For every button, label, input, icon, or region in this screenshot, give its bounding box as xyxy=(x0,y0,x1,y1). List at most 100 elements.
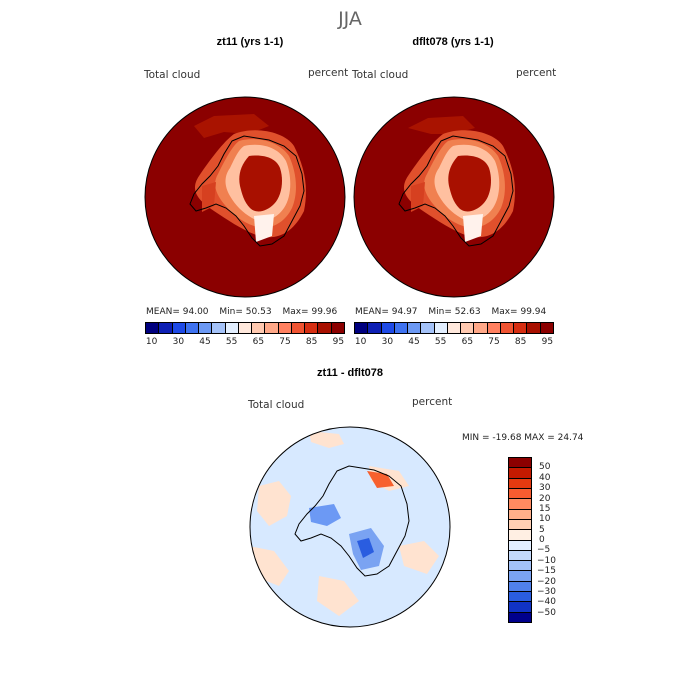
colorbar-swatch xyxy=(211,323,225,333)
diff-patch xyxy=(309,431,344,448)
colorbar-tick-label: −50 xyxy=(537,607,556,618)
colorbar-swatch xyxy=(509,549,531,561)
colorbar-tick-label: 65 xyxy=(252,337,265,347)
colorbar-swatch xyxy=(304,323,318,333)
colorbar-swatch xyxy=(509,477,531,488)
panel-1-stats: MEAN= 94.00 Min= 50.53 Max= 99.96 xyxy=(146,307,337,317)
panel-2-mean-label: MEAN= xyxy=(355,307,389,317)
colorbar-swatch xyxy=(290,323,305,333)
diff-patch xyxy=(317,576,359,616)
colorbar-swatch xyxy=(473,323,487,333)
panel-2-peninsula xyxy=(411,182,425,212)
panel-2-mean: 94.97 xyxy=(391,307,418,317)
colorbar-swatch xyxy=(198,323,212,333)
colorbar-tick-label: 10 xyxy=(539,514,551,525)
panel-2-left-label: Total cloud xyxy=(352,69,409,81)
diff-panel-left-label: Total cloud xyxy=(248,399,305,411)
colorbar-tick-label: 85 xyxy=(514,337,527,347)
panel-2-stats: MEAN= 94.97 Min= 52.63 Max= 99.94 xyxy=(355,307,546,317)
colorbar-tick-label: −40 xyxy=(537,597,556,608)
diff-negative-core xyxy=(357,538,374,558)
panel-2-interior xyxy=(448,155,491,212)
panel-2-colorbar-ticks: 10 30 45 55 65 75 85 95 xyxy=(354,337,554,349)
colorbar-tick-label: 65 xyxy=(461,337,474,347)
colorbar-swatch xyxy=(330,323,344,333)
panel-1-min-label: Min= xyxy=(219,307,243,317)
colorbar-tick-label: 5 xyxy=(539,524,545,535)
colorbar-tick-label: 45 xyxy=(199,337,211,347)
diff-patch xyxy=(399,541,439,574)
diff-coastline xyxy=(294,465,410,577)
colorbar-tick-label: 95 xyxy=(541,337,554,347)
colorbar-tick-label: 15 xyxy=(539,503,551,514)
diff-negative-anomaly xyxy=(309,504,341,526)
colorbar-swatch xyxy=(509,611,531,622)
colorbar-swatch xyxy=(509,591,531,602)
panel-1-left-label: Total cloud xyxy=(144,69,201,81)
diff-panel-title: zt11 - dflt078 xyxy=(316,367,384,379)
colorbar-swatch xyxy=(367,323,381,333)
diff-panel-right-label: percent xyxy=(412,396,453,408)
diff-panel-minmax: MIN = -19.68 MAX = 24.74 xyxy=(462,433,584,443)
diff-patch xyxy=(257,481,291,526)
colorbar-swatch xyxy=(509,570,531,581)
colorbar-swatch xyxy=(499,323,514,333)
colorbar-tick-label: 95 xyxy=(332,337,345,347)
colorbar-swatch xyxy=(509,487,531,499)
panel-2-min: 52.63 xyxy=(454,307,481,317)
colorbar-swatch xyxy=(446,323,461,333)
diff-panel-map xyxy=(249,426,451,628)
colorbar-swatch xyxy=(509,539,531,550)
colorbar-swatch xyxy=(509,518,531,530)
panel-1-max: 99.96 xyxy=(311,307,338,317)
colorbar-swatch xyxy=(509,580,531,592)
colorbar-tick-label: −15 xyxy=(537,566,556,577)
colorbar-tick-label: 0 xyxy=(539,535,545,545)
panel-1-mean-label: MEAN= xyxy=(146,307,180,317)
colorbar-swatch xyxy=(420,323,434,333)
colorbar-swatch xyxy=(317,323,331,333)
colorbar-tick-label: −20 xyxy=(537,576,556,587)
colorbar-swatch xyxy=(355,323,368,333)
colorbar-tick-label: 30 xyxy=(539,483,551,494)
colorbar-swatch xyxy=(433,323,447,333)
colorbar-swatch xyxy=(171,323,185,333)
colorbar-tick-label: 20 xyxy=(539,493,551,504)
colorbar-swatch xyxy=(380,323,394,333)
colorbar-tick-label: 45 xyxy=(408,337,420,347)
panel-1-colorbar-ticks: 10 30 45 55 65 75 85 95 xyxy=(145,337,345,349)
panel-1-title: zt11 (yrs 1-1) xyxy=(216,36,284,48)
panel-1-coastline xyxy=(189,135,305,247)
colorbar-tick-label: 85 xyxy=(305,337,318,347)
colorbar-tick-label: 30 xyxy=(381,337,394,347)
colorbar-swatch xyxy=(509,467,531,478)
panel-2-colorbar xyxy=(354,322,554,334)
colorbar-tick-label: 10 xyxy=(354,337,367,347)
colorbar-swatch xyxy=(509,560,531,571)
colorbar-swatch xyxy=(277,323,291,333)
panel-2-map xyxy=(353,96,555,298)
colorbar-swatch xyxy=(393,323,408,333)
colorbar-swatch xyxy=(526,323,540,333)
colorbar-swatch xyxy=(509,529,531,540)
panel-2-ross-shelf xyxy=(463,214,483,242)
panel-2-max-label: Max= xyxy=(491,307,518,317)
panel-1-interior xyxy=(239,155,282,212)
colorbar-swatch xyxy=(509,508,531,519)
panel-2-coastline xyxy=(398,135,514,247)
panel-2-right-label: percent xyxy=(516,67,557,79)
colorbar-swatch xyxy=(158,323,172,333)
colorbar-tick-label: 30 xyxy=(172,337,185,347)
colorbar-tick-label: −30 xyxy=(537,586,556,597)
colorbar-tick-label: 55 xyxy=(225,337,238,347)
colorbar-tick-label: −10 xyxy=(537,555,556,566)
diff-colorbar-ticks: 50 40 30 20 15 10 5 0 −5 −10 −15 −20 −30 −40 −50 xyxy=(537,457,577,623)
colorbar-tick-label: 10 xyxy=(145,337,158,347)
panel-2-title: dflt078 (yrs 1-1) xyxy=(412,36,494,48)
colorbar-swatch xyxy=(486,323,500,333)
colorbar-swatch xyxy=(146,323,159,333)
colorbar-swatch xyxy=(509,601,531,612)
diff-colorbar xyxy=(508,457,532,623)
panel-1-ross-shelf xyxy=(254,214,274,242)
colorbar-swatch xyxy=(251,323,265,333)
